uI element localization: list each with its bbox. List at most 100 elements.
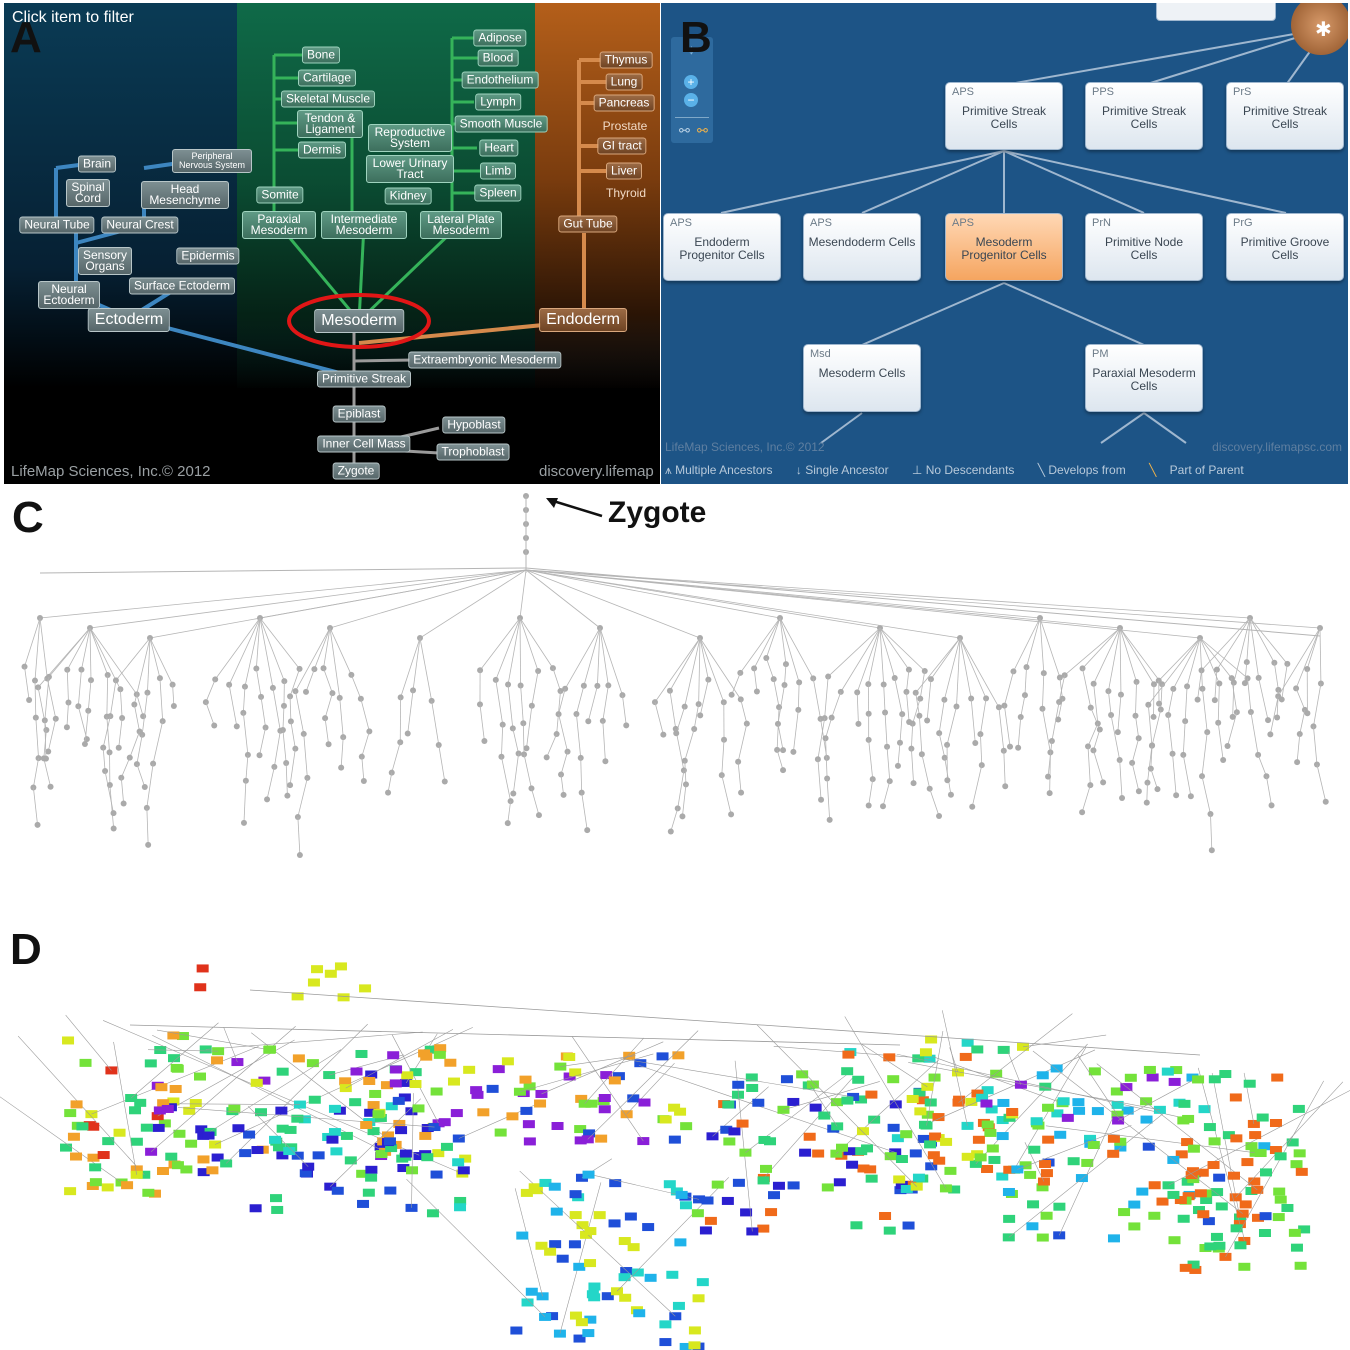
node-liver[interactable]: Liver — [605, 162, 643, 180]
legend-label: Multiple Ancestors — [675, 463, 773, 477]
part-link-icon[interactable]: ⚯ — [697, 123, 708, 138]
tree-node — [1187, 793, 1194, 800]
node-intermediate-mesoderm[interactable]: Intermediate Mesoderm — [321, 211, 407, 239]
tree-edge — [1004, 671, 1014, 706]
zoom-out-icon[interactable]: − — [684, 93, 698, 107]
node-dermis[interactable]: Dermis — [298, 141, 346, 159]
tree-edge — [546, 733, 558, 758]
node-limb[interactable]: Limb — [479, 162, 517, 180]
node-endothelium[interactable]: Endothelium — [461, 71, 539, 89]
parent-card-partial[interactable] — [1156, 3, 1276, 21]
node-peripheral-nervous-system[interactable]: Peripheral Nervous System — [172, 149, 252, 173]
node-extraembryonic-mesoderm[interactable]: Extraembryonic Mesoderm — [408, 351, 562, 369]
node-primitive-streak[interactable]: Primitive Streak — [316, 370, 412, 388]
tree-node — [1216, 680, 1223, 687]
node-lung[interactable]: Lung — [605, 73, 643, 91]
panel-b-site[interactable]: discovery.lifemapsc.com — [1212, 440, 1342, 454]
colored-tree-node — [254, 1108, 267, 1117]
node-thymus[interactable]: Thymus — [599, 51, 653, 69]
node-bone[interactable]: Bone — [301, 46, 341, 64]
node-spleen[interactable]: Spleen — [474, 184, 522, 202]
card-prs-primitive-streak[interactable]: PrS Primitive Streak Cells — [1226, 82, 1344, 150]
colored-tree-node — [291, 1151, 304, 1160]
zygote-arrow — [546, 498, 603, 518]
colored-tree-node — [70, 1100, 83, 1109]
card-mesoderm-cells[interactable]: Msd Mesoderm Cells — [803, 344, 921, 412]
card-pps-primitive-streak[interactable]: PPS Primitive Streak Cells — [1085, 82, 1203, 150]
root-node-icon[interactable]: ✱ — [1291, 3, 1348, 55]
card-primitive-node[interactable]: PrN Primitive Node Cells — [1085, 213, 1203, 281]
tree-edge — [225, 1023, 368, 1164]
tree-node — [865, 802, 872, 809]
node-thyroid[interactable]: Thyroid — [605, 186, 647, 200]
card-paraxial-mesoderm[interactable]: PM Paraxial Mesoderm Cells — [1085, 344, 1203, 412]
node-surface-ectoderm[interactable]: Surface Ectoderm — [128, 277, 236, 295]
node-mesoderm[interactable]: Mesoderm — [314, 309, 404, 333]
node-spinal-cord[interactable]: Spinal Cord — [66, 179, 110, 207]
colored-tree-node — [339, 1077, 352, 1086]
colored-tree-node — [276, 1067, 289, 1076]
tree-edge — [1131, 738, 1140, 763]
card-mesoderm-progenitor[interactable]: APS Mesoderm Progenitor Cells — [945, 213, 1063, 281]
node-zygote[interactable]: Zygote — [332, 462, 380, 480]
link-icon[interactable]: ⚯ — [679, 123, 690, 138]
node-inner-cell-mass[interactable]: Inner Cell Mass — [317, 435, 411, 453]
node-cartilage[interactable]: Cartilage — [297, 69, 357, 87]
tree-node — [810, 675, 817, 682]
tree-edge — [1257, 754, 1267, 777]
node-hypoblast[interactable]: Hypoblast — [442, 416, 506, 434]
node-brain[interactable]: Brain — [77, 155, 117, 173]
node-lateral-plate-mesoderm[interactable]: Lateral Plate Mesoderm — [420, 211, 502, 239]
node-ectoderm[interactable]: Ectoderm — [87, 308, 171, 332]
node-pancreas[interactable]: Pancreas — [593, 94, 655, 112]
tree-edge — [32, 787, 38, 825]
tree-edge — [580, 757, 583, 793]
node-neural-crest[interactable]: Neural Crest — [101, 216, 179, 234]
node-prostate[interactable]: Prostate — [602, 119, 648, 133]
node-epidermis[interactable]: Epidermis — [176, 247, 240, 265]
card-aps-primitive-streak[interactable]: APS Primitive Streak Cells — [945, 82, 1063, 150]
tree-edge — [1024, 667, 1027, 696]
node-trophoblast[interactable]: Trophoblast — [436, 443, 510, 461]
node-lower-urinary-tract[interactable]: Lower Urinary Tract — [366, 155, 454, 183]
node-adipose[interactable]: Adipose — [473, 29, 527, 47]
zoom-toolbar: ↓ + − ⚯ ⚯ — [671, 37, 713, 143]
tree-edge — [35, 717, 39, 759]
node-skeletal-muscle[interactable]: Skeletal Muscle — [280, 90, 376, 108]
node-sensory-organs[interactable]: Sensory Organs — [78, 247, 132, 275]
node-somite[interactable]: Somite — [256, 186, 304, 204]
tree-edge — [1249, 617, 1288, 665]
node-head-mesenchyme[interactable]: Head Mesenchyme — [141, 181, 229, 209]
node-lymph[interactable]: Lymph — [475, 93, 521, 111]
node-reproductive-system[interactable]: Reproductive System — [368, 124, 452, 152]
panel-a-site[interactable]: discovery.lifemap — [539, 463, 654, 480]
colored-tree-node — [913, 1088, 926, 1097]
arrow-down-icon[interactable]: ↓ — [688, 41, 695, 57]
node-gut-tube[interactable]: Gut Tube — [558, 215, 618, 233]
node-heart[interactable]: Heart — [479, 139, 519, 157]
card-primitive-groove[interactable]: PrG Primitive Groove Cells — [1226, 213, 1344, 281]
node-epiblast[interactable]: Epiblast — [332, 405, 386, 423]
node-tendon-ligament[interactable]: Tendon & Ligament — [297, 110, 363, 138]
colored-tree-node — [470, 1086, 483, 1095]
colored-tree-node — [528, 1183, 541, 1192]
node-blood[interactable]: Blood — [477, 49, 519, 67]
tree-edge — [531, 670, 539, 706]
tree-node — [1007, 743, 1014, 750]
node-endoderm[interactable]: Endoderm — [539, 308, 627, 332]
colored-tree-node — [1274, 1152, 1287, 1161]
colored-tree-node — [199, 1045, 212, 1054]
tree-edge — [172, 684, 175, 707]
colored-tree-node — [959, 1052, 972, 1061]
node-neural-ectoderm[interactable]: Neural Ectoderm — [38, 281, 100, 309]
tree-node — [240, 819, 247, 826]
node-gi-tract[interactable]: GI tract — [597, 137, 647, 155]
zoom-in-icon[interactable]: + — [684, 75, 698, 89]
node-neural-tube[interactable]: Neural Tube — [19, 216, 95, 234]
node-smooth-muscle[interactable]: Smooth Muscle — [454, 115, 548, 133]
node-kidney[interactable]: Kidney — [384, 187, 432, 205]
card-endoderm-progenitor[interactable]: APS Endoderm Progenitor Cells — [663, 213, 781, 281]
card-mesendoderm[interactable]: APS Mesendoderm Cells — [803, 213, 921, 281]
node-paraxial-mesoderm[interactable]: Paraxial Mesoderm — [242, 211, 316, 239]
colored-tree-node — [1039, 1082, 1052, 1091]
